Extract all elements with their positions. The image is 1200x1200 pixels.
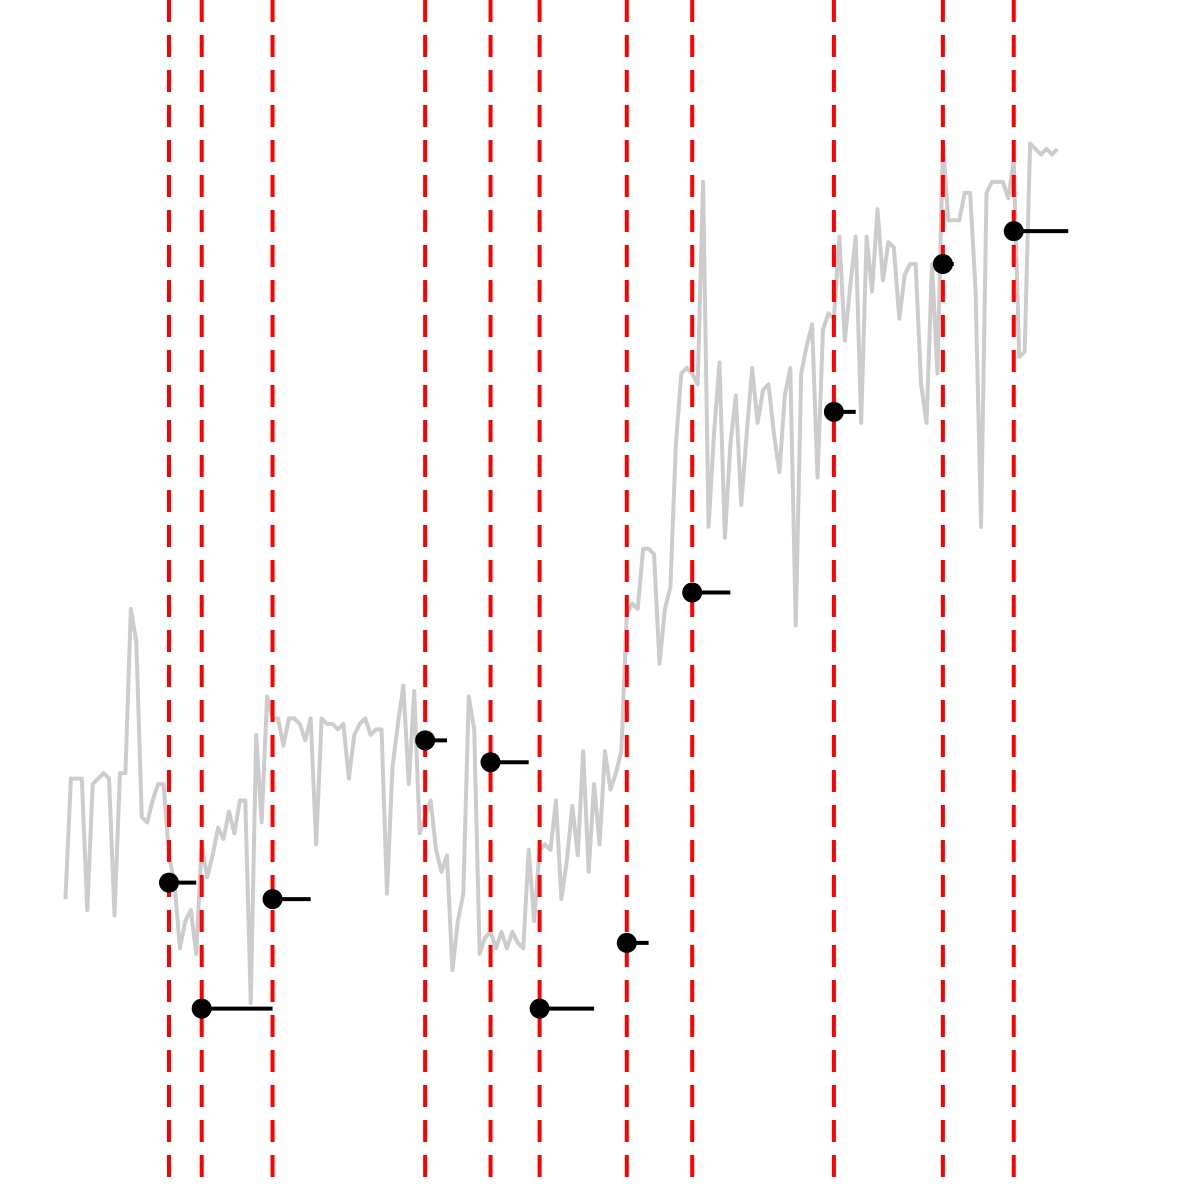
segment-layer [159,221,1069,1019]
segment-point-4 [415,730,436,751]
segment-point-6 [529,998,550,1019]
raw-series-layer [63,141,1059,1006]
segment-point-3 [262,889,283,910]
changepoint-layer [167,0,1016,1190]
segment-point-9 [823,401,844,422]
segment-point-7 [616,932,637,953]
segment-point-5 [480,752,501,773]
segment-point-1 [159,872,179,893]
segment-point-11 [1003,221,1024,242]
raw-series-line-1 [63,141,1059,1006]
segment-point-10 [932,254,953,274]
segment-point-2 [191,998,212,1019]
segment-point-8 [682,582,703,603]
